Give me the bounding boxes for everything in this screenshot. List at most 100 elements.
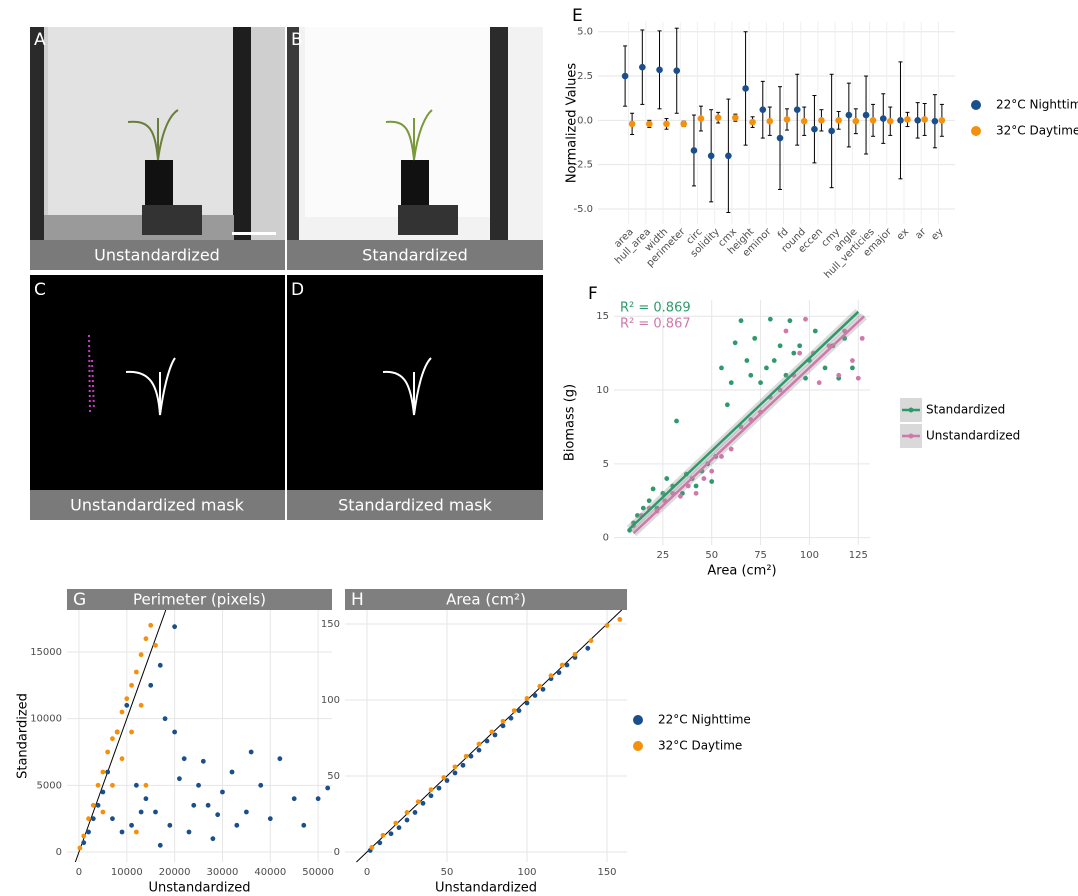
point bbox=[421, 801, 426, 806]
point bbox=[206, 803, 211, 808]
point bbox=[694, 484, 699, 489]
dot bbox=[818, 117, 825, 124]
x-axis-title: Area (cm²) bbox=[707, 564, 776, 579]
y-tick-label: -5.0 bbox=[573, 204, 593, 215]
dot bbox=[656, 67, 663, 74]
x-tick-label: ex bbox=[895, 226, 911, 242]
point bbox=[172, 730, 177, 735]
point bbox=[100, 770, 105, 775]
dot bbox=[691, 147, 698, 154]
facet-title: Perimeter (pixels) bbox=[133, 591, 266, 609]
y-tick-label: 5000 bbox=[37, 780, 62, 791]
point bbox=[325, 786, 330, 791]
point bbox=[836, 373, 841, 378]
x-tick-label: 50 bbox=[441, 867, 454, 878]
photo-unstandardized bbox=[30, 27, 285, 240]
point bbox=[803, 317, 808, 322]
point bbox=[191, 803, 196, 808]
point bbox=[148, 683, 153, 688]
y-tick-label: 0 bbox=[603, 533, 609, 544]
point bbox=[617, 617, 622, 622]
point bbox=[110, 816, 115, 821]
y-tick-label: 0 bbox=[56, 847, 62, 858]
panel-letter: A bbox=[34, 30, 46, 50]
dot bbox=[708, 152, 715, 159]
dot bbox=[663, 121, 670, 128]
panel-letter: D bbox=[291, 280, 304, 300]
x-tick-label: 100 bbox=[800, 550, 819, 561]
x-tick-label: 125 bbox=[849, 550, 868, 561]
point bbox=[565, 663, 570, 668]
x-tick-label: 150 bbox=[597, 867, 616, 878]
point bbox=[429, 787, 434, 792]
point bbox=[509, 716, 514, 721]
y-axis-title: Normalized Values bbox=[565, 63, 580, 184]
point bbox=[244, 810, 249, 815]
point bbox=[709, 469, 714, 474]
point bbox=[110, 783, 115, 788]
panel-letter: F bbox=[588, 284, 598, 304]
y-tick-label: 0 bbox=[334, 847, 340, 858]
point bbox=[110, 736, 115, 741]
point bbox=[744, 358, 749, 363]
annotation: R² = 0.869 bbox=[620, 301, 691, 316]
point bbox=[393, 821, 398, 826]
panel-letter: G bbox=[73, 590, 86, 610]
point bbox=[709, 479, 714, 484]
point bbox=[277, 756, 282, 761]
point bbox=[124, 696, 129, 701]
point bbox=[733, 340, 738, 345]
dot bbox=[880, 115, 887, 122]
x-tick-label: 20000 bbox=[159, 867, 191, 878]
point bbox=[477, 748, 482, 753]
x-tick-label: ar bbox=[913, 226, 929, 242]
point bbox=[129, 683, 134, 688]
point bbox=[651, 487, 656, 492]
mask-standardized bbox=[287, 275, 543, 490]
point bbox=[129, 823, 134, 828]
y-tick-label: 15 bbox=[596, 311, 609, 322]
point bbox=[134, 783, 139, 788]
point bbox=[525, 696, 530, 701]
point bbox=[589, 638, 594, 643]
y-tick-label: 5.0 bbox=[577, 27, 593, 38]
point bbox=[144, 636, 149, 641]
point bbox=[158, 843, 163, 848]
point bbox=[537, 684, 542, 689]
point bbox=[91, 816, 96, 821]
dot bbox=[629, 121, 636, 128]
panel-letter: E bbox=[572, 6, 583, 26]
dot bbox=[698, 115, 705, 122]
y-tick-label: 100 bbox=[321, 695, 340, 706]
point bbox=[573, 652, 578, 657]
x-tick-label: 0 bbox=[76, 867, 82, 878]
x-tick-label: 50000 bbox=[302, 867, 334, 878]
point bbox=[201, 759, 206, 764]
legend-key bbox=[633, 715, 643, 725]
point bbox=[220, 790, 225, 795]
point bbox=[856, 376, 861, 381]
point bbox=[797, 351, 802, 356]
x-tick-label: 10000 bbox=[111, 867, 143, 878]
point bbox=[100, 790, 105, 795]
point bbox=[215, 812, 220, 817]
point bbox=[748, 373, 753, 378]
point bbox=[719, 365, 724, 370]
point bbox=[758, 380, 763, 385]
point bbox=[850, 365, 855, 370]
point bbox=[485, 739, 490, 744]
point bbox=[139, 810, 144, 815]
x-tick-label: 100 bbox=[517, 867, 536, 878]
point bbox=[139, 652, 144, 657]
point bbox=[86, 816, 91, 821]
point bbox=[549, 673, 554, 678]
y-tick-label: 5 bbox=[603, 459, 609, 470]
point bbox=[172, 624, 177, 629]
point bbox=[647, 498, 652, 503]
point bbox=[182, 756, 187, 761]
x-tick-label: 25 bbox=[656, 550, 669, 561]
x-tick-label: ey bbox=[929, 226, 945, 242]
point bbox=[258, 783, 263, 788]
point bbox=[148, 623, 153, 628]
point bbox=[752, 336, 757, 341]
